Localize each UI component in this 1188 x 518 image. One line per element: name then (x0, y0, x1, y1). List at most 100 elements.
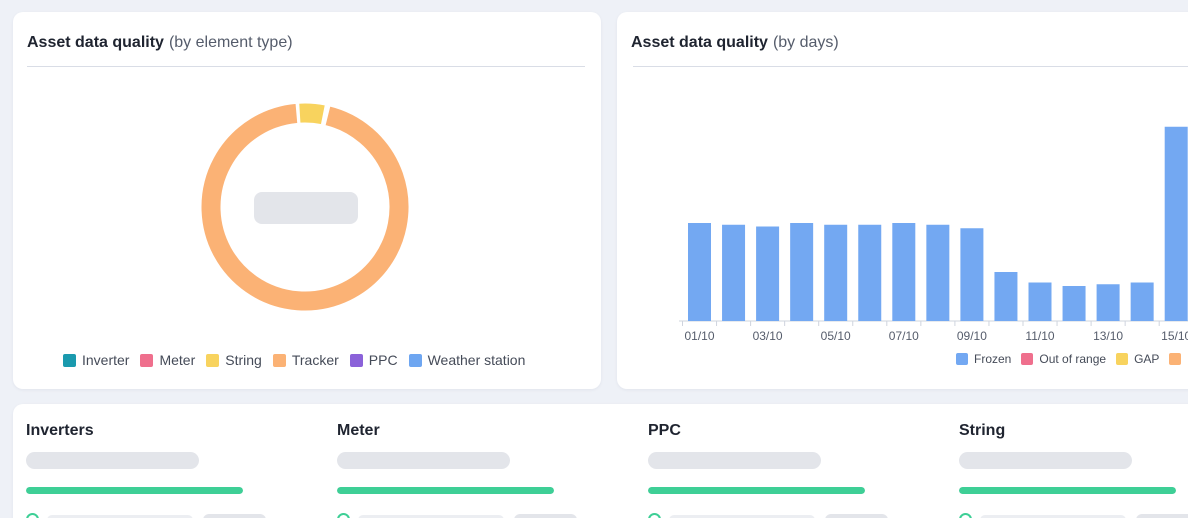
legend-item-gap[interactable]: GAP (1116, 352, 1159, 366)
bar-14-10 (1130, 282, 1154, 321)
asset-column-inverters: Inverters (26, 422, 266, 518)
donut-slice-inverter (322, 104, 329, 126)
bar-chart-card: Asset data quality (by days) 01/10 03/10 05… (617, 12, 1188, 389)
legend-label: Weather station (427, 352, 526, 368)
legend-swatch (408, 353, 422, 367)
asset-loading-placeholder (26, 452, 199, 469)
bar-15-10 (1164, 126, 1188, 321)
legend-item-string[interactable]: String (206, 352, 262, 368)
legend-swatch (1169, 353, 1182, 365)
legend-item-out-of-range[interactable]: Out of range (1021, 352, 1106, 366)
x-tick-label: 11/10 (1025, 329, 1054, 343)
bar-07-10 (892, 223, 916, 321)
legend-item-unnamed[interactable] (1169, 353, 1187, 365)
asset-name: Meter (337, 422, 380, 439)
bar-08-10 (926, 224, 950, 321)
asset-progress-fill (959, 487, 1176, 494)
asset-column-meter: Meter (337, 422, 577, 518)
footer-placeholder (357, 514, 505, 518)
footer-chip-placeholder (203, 513, 266, 518)
bars-card-subtitle: (by days) (772, 34, 839, 51)
legend-item-weather-station[interactable]: Weather station (408, 352, 526, 368)
asset-footer (26, 513, 266, 518)
legend-label: String (225, 352, 262, 368)
footer-chip-placeholder (514, 513, 577, 518)
footer-chip-placeholder (825, 513, 888, 518)
legend-item-tracker[interactable]: Tracker (272, 352, 339, 368)
footer-placeholder (668, 514, 816, 518)
asset-progress-bar (648, 487, 865, 494)
bar-05-10 (824, 224, 848, 321)
bar-06-10 (858, 224, 882, 321)
legend-swatch (272, 353, 286, 367)
bar-03-10 (756, 226, 780, 321)
bars-card-divider (633, 66, 1188, 67)
x-tick-label: 03/10 (753, 329, 783, 343)
asset-footer (337, 513, 577, 518)
footer-placeholder (979, 514, 1127, 518)
asset-progress-fill (26, 487, 243, 494)
legend-label: GAP (1134, 352, 1160, 366)
bars-card-title-text: Asset data quality (631, 34, 768, 51)
legend-label: Frozen (974, 352, 1012, 366)
legend-item-inverter[interactable]: Inverter (63, 352, 129, 368)
asset-loading-placeholder (337, 452, 510, 469)
donut-chart (200, 102, 410, 312)
asset-column-string: String (959, 422, 1188, 518)
legend-label: Inverter (82, 352, 130, 368)
status-ring-icon (337, 513, 350, 518)
legend-swatch (1116, 353, 1129, 365)
bar-02-10 (722, 224, 746, 321)
asset-progress-bar (337, 487, 554, 494)
x-tick-label: 05/10 (821, 329, 851, 343)
asset-progress-fill (337, 487, 554, 494)
legend-item-ppc[interactable]: PPC (349, 352, 398, 368)
legend-swatch (1021, 353, 1034, 365)
bar-04-10 (790, 223, 814, 321)
bar-11-10 (1028, 282, 1052, 321)
legend-swatch (956, 353, 968, 365)
legend-swatch (349, 353, 363, 367)
donut-chart-card: Asset data quality (by element type) Inve… (13, 12, 601, 389)
donut-card-divider (27, 66, 585, 67)
x-tick-label: 01/10 (684, 329, 714, 343)
legend-item-meter[interactable]: Meter (140, 352, 195, 368)
bar-12-10 (1062, 286, 1086, 321)
bar-13-10 (1096, 284, 1120, 321)
status-ring-icon (959, 513, 972, 518)
donut-center-placeholder (254, 192, 358, 224)
legend-swatch (140, 353, 154, 367)
donut-card-title: Asset data quality (by element type) (27, 34, 293, 52)
asset-summary-card: Inverters Meter PPC (13, 404, 1188, 518)
status-ring-icon (648, 513, 661, 518)
donut-legend: Inverter Meter String Tracker PPC Weather sta… (63, 352, 536, 368)
asset-progress-fill (648, 487, 865, 494)
legend-label: Tracker (291, 352, 339, 368)
asset-loading-placeholder (648, 452, 821, 469)
bar-10-10 (994, 272, 1018, 321)
asset-footer (959, 513, 1188, 518)
footer-placeholder (46, 514, 194, 518)
legend-label: PPC (368, 352, 398, 368)
bar-chart: 01/10 03/10 05/10 07/10 09/10 11/10 13/10 15/10 (679, 126, 1188, 343)
donut-card-subtitle: (by element type) (168, 34, 293, 51)
asset-footer (648, 513, 888, 518)
status-ring-icon (26, 513, 39, 518)
donut-card-title-text: Asset data quality (27, 34, 164, 51)
legend-label: Out of range (1039, 352, 1107, 366)
donut-slice-tracker (200, 102, 410, 312)
legend-swatch (63, 353, 76, 367)
x-tick-label: 07/10 (889, 329, 919, 343)
bar-legend: Frozen Out of range GAP (956, 352, 1188, 366)
asset-name: String (959, 422, 1006, 439)
legend-item-frozen[interactable]: Frozen (956, 352, 1011, 366)
x-tick-label: 09/10 (957, 329, 987, 343)
bar-01-10 (688, 223, 711, 321)
asset-loading-placeholder (959, 452, 1132, 469)
legend-label: Meter (159, 352, 196, 368)
asset-name: Inverters (26, 422, 94, 439)
legend-swatch (206, 353, 220, 367)
asset-progress-bar (959, 487, 1176, 494)
asset-column-ppc: PPC (648, 422, 888, 518)
donut-slice-string (298, 102, 326, 126)
